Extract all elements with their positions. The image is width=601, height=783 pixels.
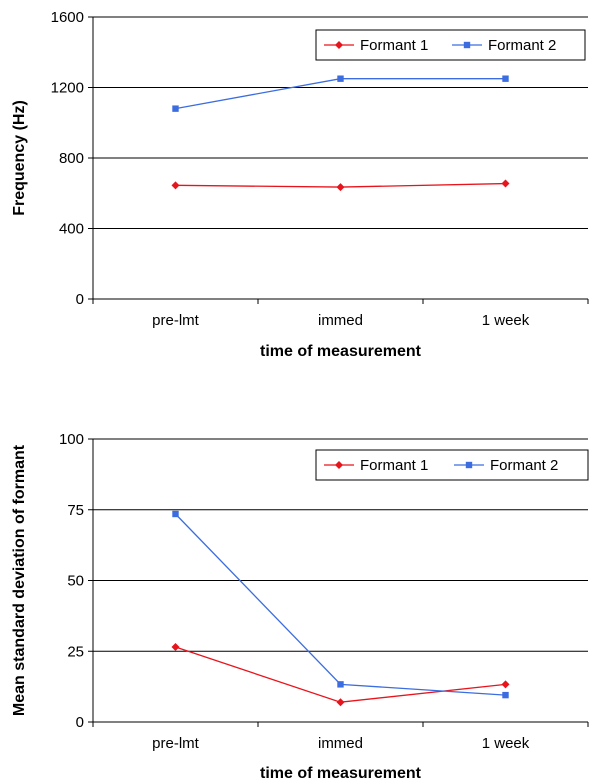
bottom-chart-series-1-point	[171, 643, 180, 652]
bottom-chart-x-axis-title: time of measurement	[260, 765, 422, 782]
frequency-chart: 0 400 800 1200 1600 pre-lmt immed 1 week time of…	[0, 0, 601, 370]
bottom-chart-legend: Formant 1 Formant 2	[315, 449, 589, 481]
top-chart-series-2-point	[502, 75, 509, 82]
std-deviation-chart-svg: 0 25 50 75 100 pre-lmt immed 1 week time of meas…	[11, 431, 589, 782]
bottom-chart-y-axis-title: Mean standard deviation of formant	[11, 444, 28, 716]
top-chart-x-axis-title: time of measurement	[260, 343, 422, 360]
top-chart-y-axis-title: Frequency (Hz)	[11, 100, 28, 216]
bottom-chart-y-tick-label: 100	[59, 431, 84, 448]
top-chart-series-2-point	[337, 75, 344, 82]
top-chart-y-tick-label: 400	[59, 221, 84, 238]
bottom-chart-legend-swatch-marker	[465, 461, 473, 469]
top-chart-x-tick-label: immed	[318, 312, 363, 329]
bottom-chart-legend-box	[315, 449, 589, 481]
top-chart-x-tick-label: 1 week	[482, 312, 530, 329]
top-chart-series-2-line	[175, 78, 506, 110]
bottom-chart-series-2-point	[337, 681, 344, 688]
std-deviation-chart: 0 25 50 75 100 pre-lmt immed 1 week time of meas…	[0, 388, 601, 783]
top-chart-legend-box	[315, 29, 586, 61]
top-chart-x-tick-label: pre-lmt	[152, 312, 200, 329]
bottom-chart-series-2	[172, 510, 509, 699]
top-chart-series-1	[171, 179, 510, 192]
bottom-chart-series-1	[171, 643, 510, 707]
bottom-chart-legend-swatch-marker	[335, 461, 343, 469]
top-chart-legend-swatch-marker	[463, 41, 471, 49]
top-chart-y-tick-label: 0	[76, 291, 84, 308]
top-chart-y-tick-label: 1200	[51, 80, 84, 97]
bottom-chart-y-tick-label: 0	[76, 714, 84, 731]
bottom-chart-y-tick-label: 50	[67, 573, 84, 590]
top-chart-y-tick-label: 800	[59, 150, 84, 167]
bottom-chart-series-2-point	[172, 510, 179, 518]
bottom-chart-series-2-point	[502, 691, 509, 699]
bottom-chart-series-1-point	[501, 680, 510, 689]
top-chart-legend: Formant 1 Formant 2	[315, 29, 586, 61]
top-chart-legend-label: Formant 2	[488, 37, 556, 54]
bottom-chart-series-1-point	[336, 698, 345, 707]
top-chart-legend-swatch-marker	[335, 41, 343, 49]
bottom-chart-x-tick-label: immed	[318, 735, 363, 752]
bottom-chart-series-2-line	[175, 513, 506, 696]
top-chart-series-1-point	[171, 181, 180, 190]
bottom-chart-legend-label: Formant 1	[360, 457, 428, 474]
top-chart-series-1-point	[336, 183, 345, 192]
top-chart-y-tick-label: 1600	[51, 9, 84, 26]
top-chart-series-2-point	[172, 105, 179, 112]
frequency-chart-svg: 0 400 800 1200 1600 pre-lmt immed 1 week time of…	[11, 9, 589, 360]
bottom-chart-y-tick-label: 25	[67, 643, 84, 660]
top-chart-series-1-point	[501, 179, 510, 188]
bottom-chart-y-tick-label: 75	[67, 502, 84, 519]
top-chart-legend-label: Formant 1	[360, 37, 428, 54]
bottom-chart-legend-label: Formant 2	[490, 457, 558, 474]
bottom-chart-x-tick-label: 1 week	[482, 735, 530, 752]
bottom-chart-x-tick-label: pre-lmt	[152, 735, 200, 752]
top-chart-series-2	[172, 75, 509, 112]
bottom-chart-series-1-line	[175, 646, 506, 703]
